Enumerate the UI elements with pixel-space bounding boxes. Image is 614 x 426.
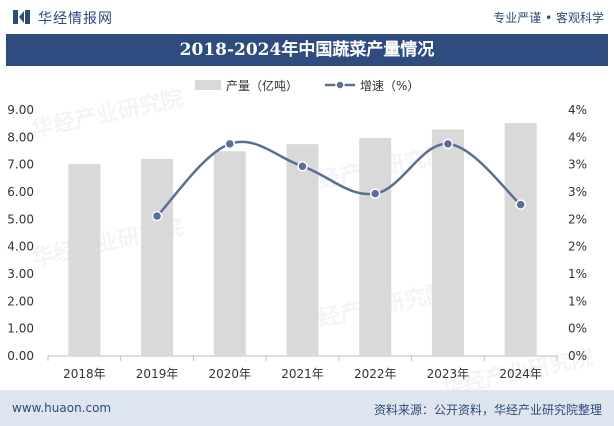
legend-label: 产量（亿吨）	[226, 78, 298, 93]
growth-point	[297, 161, 308, 172]
bar	[68, 163, 101, 356]
x-tick-label: 2022年	[354, 367, 397, 381]
legend-label: 增速（%）	[360, 79, 419, 93]
legend-swatch-bar	[195, 80, 221, 90]
y-left-tick-label: 2.00	[7, 294, 34, 308]
brand-name: 华经情报网	[38, 11, 113, 27]
growth-point	[515, 199, 526, 210]
y-left-tick-label: 9.00	[7, 103, 34, 117]
growth-point	[442, 138, 454, 150]
bar	[431, 129, 464, 356]
y-right-tick-label: 4%	[568, 130, 587, 144]
x-tick-label: 2020年	[209, 367, 252, 381]
bar	[141, 158, 174, 356]
growth-line	[156, 140, 522, 217]
x-tick-label: 2021年	[281, 367, 324, 381]
growth-point	[369, 188, 381, 199]
growth-point	[151, 210, 163, 222]
chart-plot: 0.00 1.00 2.00 3.00 4.00 5.00 6.00 7.00 8.00 9.00…	[7, 78, 587, 381]
y-left-tick-label: 7.00	[7, 158, 34, 172]
y-left-tick-label: 5.00	[7, 212, 34, 226]
y-right-tick-label: 3%	[568, 158, 587, 172]
y-right-tick-label: 0%	[568, 349, 587, 363]
bar	[286, 144, 319, 356]
bar	[504, 123, 537, 357]
x-tick-label: 2018年	[63, 367, 106, 381]
footer-url[interactable]: www.huaon.com	[12, 401, 112, 415]
x-tick-label: 2019年	[136, 367, 179, 381]
y-right-tick-label: 3%	[568, 185, 587, 199]
y-right-tick-label: 1%	[568, 267, 587, 281]
brand-tagline: 专业严谨 • 客观科学	[493, 11, 604, 25]
growth-point	[224, 138, 236, 150]
y-left-tick-label: 6.00	[7, 185, 34, 199]
brand-header: 华经情报网 专业严谨 • 客观科学	[0, 0, 614, 34]
chart-title: 2018-2024年中国蔬菜产量情况	[6, 34, 608, 66]
footer-source: 资料来源：公开资料，华经产业研究院整理	[373, 403, 602, 417]
x-tick-label: 2023年	[427, 367, 470, 381]
x-tick-label: 2024年	[499, 367, 542, 381]
y-right-tick-label: 0%	[568, 322, 587, 336]
bar	[359, 137, 392, 356]
footer: www.huaon.com 资料来源：公开资料，华经产业研究院整理	[0, 390, 614, 426]
y-right-tick-label: 4%	[568, 103, 587, 117]
y-right-tick-label: 1%	[568, 294, 587, 308]
y-left-tick-label: 4.00	[7, 240, 34, 254]
y-left-tick-label: 0.00	[7, 349, 34, 363]
y-left-tick-label: 8.00	[7, 130, 34, 144]
y-right-tick-label: 2%	[568, 212, 587, 226]
legend-swatch-marker	[335, 80, 345, 90]
y-left-tick-label: 1.00	[7, 322, 34, 336]
bar	[213, 151, 246, 356]
brand-logo-icon	[13, 10, 30, 24]
y-right-tick-label: 2%	[568, 240, 587, 254]
y-left-tick-label: 3.00	[7, 267, 34, 281]
